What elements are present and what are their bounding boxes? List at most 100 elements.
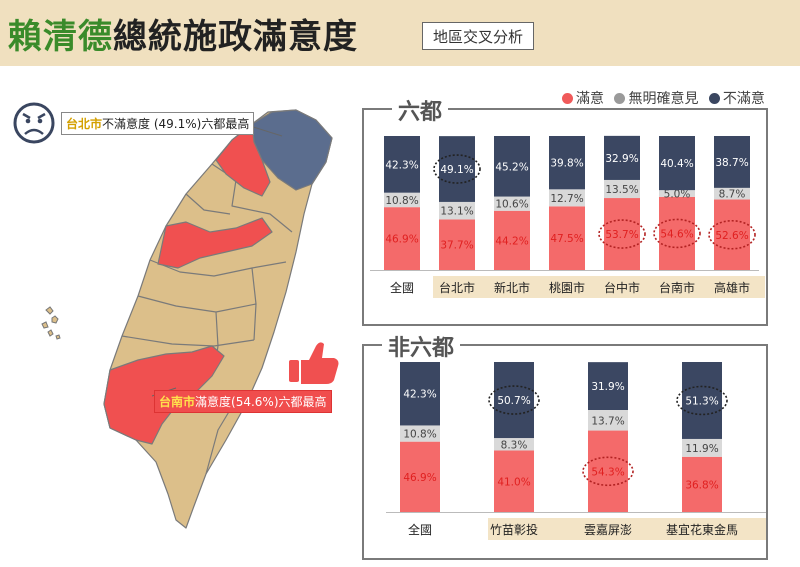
data-label: 11.9% [685,443,718,455]
bar-segment-dissatisfied [439,136,475,202]
category-label: 高雄市 [714,280,750,295]
bar-segment-dissatisfied [588,362,628,410]
bar-segment-satisfied [549,206,585,270]
category-label: 雲嘉屏澎 [584,523,632,537]
data-label: 13.7% [591,415,624,427]
bar-segment-dissatisfied [714,136,750,188]
highlight-ring [598,219,646,249]
data-label: 54.6% [660,228,693,240]
callout-tainan: 台南市滿意度(54.6%)六都最高 [154,390,332,413]
bar-segment-dissatisfied [604,135,640,180]
taiwan-map [13,102,339,529]
data-label: 50.7% [497,395,530,407]
data-label: 37.7% [440,240,473,252]
category-label: 全國 [390,280,414,295]
bar-segment-neutral [384,192,420,208]
category-label: 台南市 [659,280,695,295]
bar-segment-satisfied [494,450,534,512]
data-label: 39.8% [550,158,583,170]
data-label: 32.9% [605,153,638,165]
highlight-ring [676,385,728,416]
callout-tainan-text: 滿意度(54.6%)六都最高 [195,395,327,409]
title-rest: 總統施政滿意度 [113,17,358,57]
data-label: 49.1% [440,164,473,176]
bar-segment-neutral [549,189,585,207]
sad-face-icon [13,102,55,144]
data-label: 8.3% [501,439,528,451]
bar-segment-neutral [604,179,640,199]
data-label: 10.8% [385,195,418,207]
bar-segment-dissatisfied [400,362,440,426]
bar-segment-dissatisfied [384,136,420,193]
data-label: 52.6% [715,230,748,242]
data-label: 46.9% [385,234,418,246]
bar-segment-dissatisfied [494,136,530,197]
data-label: 47.5% [550,233,583,245]
data-label: 5.0% [664,188,691,200]
bar-segment-neutral [588,410,628,431]
highlight-ring [582,456,634,487]
callout-north-pointer [249,125,283,137]
bar-segment-satisfied [714,199,750,270]
bar-segment-neutral [400,425,440,442]
legend-label-dissatisfied: 不滿意 [722,91,765,107]
bar-segment-satisfied [400,441,440,512]
map-region-taichung [157,217,273,269]
data-label: 8.7% [719,189,746,201]
data-label: 51.3% [685,395,718,407]
category-label: 桃園市 [549,280,585,295]
highlight-ring [708,219,756,250]
bar-segment-neutral [494,438,534,451]
bar-segment-dissatisfied [549,136,585,190]
panel-non-six-cities-title: 非六都 [382,330,461,362]
panel-six-cities-title: 六都 [392,94,449,126]
header-band: 賴清德總統施政滿意度 地區交叉分析 [0,0,800,66]
data-label: 10.8% [403,429,436,441]
highlight-ring [433,154,481,184]
category-label: 竹苗彰投 [490,522,538,537]
data-label: 40.4% [660,158,693,170]
legend-label-neutral: 無明確意見 [628,91,699,107]
category-label: 台北市 [439,280,475,295]
bar-segment-satisfied [659,196,695,270]
legend-dot-dissatisfied [708,93,720,104]
thumbs-up-icon [289,342,339,384]
bar-segment-dissatisfied [494,362,534,439]
subtitle-box: 地區交叉分析 [422,22,535,50]
category-label: 台中市 [604,280,640,295]
data-label: 38.7% [715,157,748,169]
bar-segment-neutral [494,196,530,211]
data-label: 10.6% [495,199,528,211]
callout-taipei-text: 不滿意度 (49.1%)六都最高 [102,117,250,131]
title-name: 賴清德 [8,17,113,57]
bar-segment-satisfied [682,456,722,512]
data-label: 53.7% [605,229,638,241]
chart-legend: 滿意 無明確意見 不滿意 [556,88,765,108]
penghu-islands [41,306,61,340]
category-label-band [433,276,765,298]
data-label: 41.0% [497,476,530,488]
bar-segment-dissatisfied [659,136,695,191]
bar-segment-neutral [659,190,695,197]
legend-dot-satisfied [562,93,573,104]
bar-segment-neutral [714,187,750,200]
bar-segment-satisfied [604,198,640,270]
bar-segment-neutral [682,438,722,457]
data-label: 45.2% [495,161,528,173]
bar-segment-satisfied [494,210,530,270]
data-label: 42.3% [403,389,436,401]
bar-segment-satisfied [439,219,475,270]
highlight-ring [653,218,701,249]
data-label: 13.5% [605,184,638,196]
category-label: 基宜花東金馬 [666,522,738,537]
legend-label-satisfied: 滿意 [576,91,604,107]
category-label-band [488,518,766,540]
bar-segment-dissatisfied [682,362,722,439]
data-label: 12.7% [550,193,583,205]
data-label: 44.2% [495,235,528,247]
data-label: 46.9% [403,472,436,484]
data-label: 13.1% [440,206,473,218]
data-label: 36.8% [685,479,718,491]
data-label: 54.3% [591,466,624,478]
callout-taipei-city: 台北市 [66,117,103,131]
